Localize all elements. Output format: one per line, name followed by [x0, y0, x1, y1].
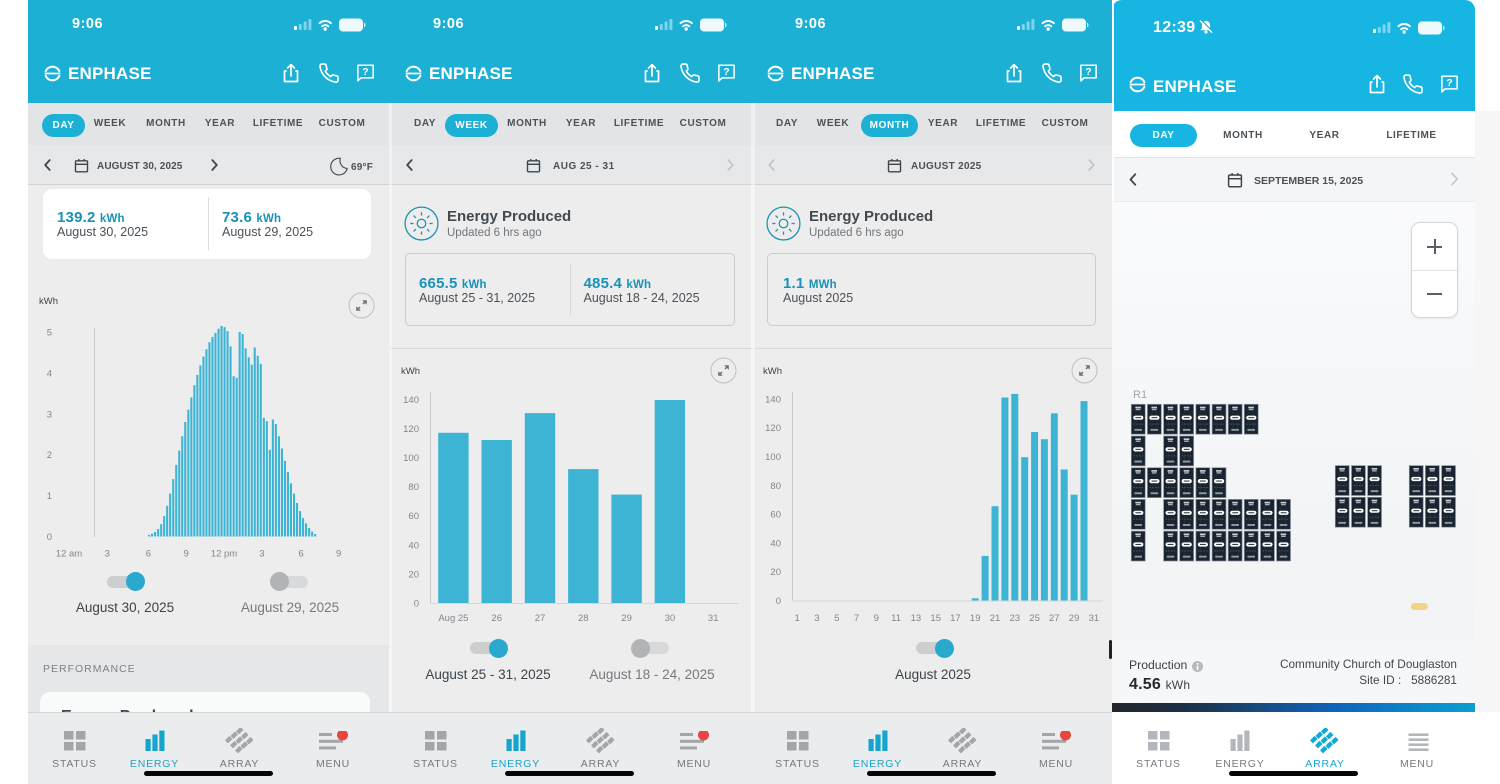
svg-text:20: 20	[770, 567, 781, 578]
svg-text:140: 140	[765, 394, 781, 405]
svg-text:?: ?	[1085, 66, 1091, 78]
svg-text:0: 0	[414, 599, 419, 610]
svg-text:3: 3	[259, 549, 264, 560]
svg-text:?: ?	[1446, 77, 1452, 89]
svg-text:12 pm: 12 pm	[211, 549, 237, 560]
svg-text:20: 20	[408, 569, 419, 580]
svg-text:0: 0	[47, 532, 52, 543]
svg-text:120: 120	[765, 423, 781, 434]
svg-text:100: 100	[765, 452, 781, 463]
svg-text:7: 7	[854, 613, 859, 624]
svg-text:3: 3	[105, 549, 110, 560]
svg-text:80: 80	[770, 481, 781, 492]
svg-text:4: 4	[47, 368, 52, 379]
svg-text:3: 3	[47, 409, 52, 420]
svg-text:?: ?	[362, 66, 368, 78]
svg-text:29: 29	[621, 613, 632, 624]
svg-text:0: 0	[776, 596, 781, 607]
svg-text:3: 3	[814, 613, 819, 624]
svg-text:100: 100	[403, 453, 419, 464]
svg-text:25: 25	[1029, 613, 1040, 624]
svg-text:30: 30	[665, 613, 676, 624]
svg-text:28: 28	[578, 613, 589, 624]
svg-text:19: 19	[970, 613, 981, 624]
svg-text:12 am: 12 am	[56, 549, 82, 560]
svg-text:13: 13	[911, 613, 922, 624]
svg-text:Aug 25: Aug 25	[438, 613, 468, 624]
svg-text:11: 11	[891, 613, 901, 624]
svg-text:80: 80	[408, 482, 419, 493]
svg-text:?: ?	[723, 66, 729, 78]
svg-text:29: 29	[1069, 613, 1080, 624]
svg-text:5: 5	[834, 613, 839, 624]
svg-text:31: 31	[1089, 613, 1100, 624]
svg-text:17: 17	[950, 613, 961, 624]
svg-text:60: 60	[408, 511, 419, 522]
svg-text:26: 26	[491, 613, 502, 624]
svg-text:15: 15	[930, 613, 941, 624]
svg-text:1: 1	[47, 491, 52, 502]
svg-text:6: 6	[146, 549, 151, 560]
svg-text:40: 40	[408, 540, 419, 551]
svg-text:31: 31	[708, 613, 719, 624]
svg-text:23: 23	[1010, 613, 1021, 624]
svg-text:60: 60	[770, 510, 781, 521]
svg-text:6: 6	[299, 549, 304, 560]
svg-text:27: 27	[1049, 613, 1060, 624]
svg-text:21: 21	[990, 613, 1001, 624]
svg-text:5: 5	[47, 328, 52, 339]
svg-text:9: 9	[336, 549, 341, 560]
svg-text:9: 9	[874, 613, 879, 624]
svg-text:140: 140	[403, 395, 419, 406]
svg-text:120: 120	[403, 424, 419, 435]
svg-text:2: 2	[47, 450, 52, 461]
svg-text:27: 27	[535, 613, 546, 624]
svg-text:1: 1	[795, 613, 800, 624]
svg-text:9: 9	[184, 549, 189, 560]
svg-text:40: 40	[770, 538, 781, 549]
